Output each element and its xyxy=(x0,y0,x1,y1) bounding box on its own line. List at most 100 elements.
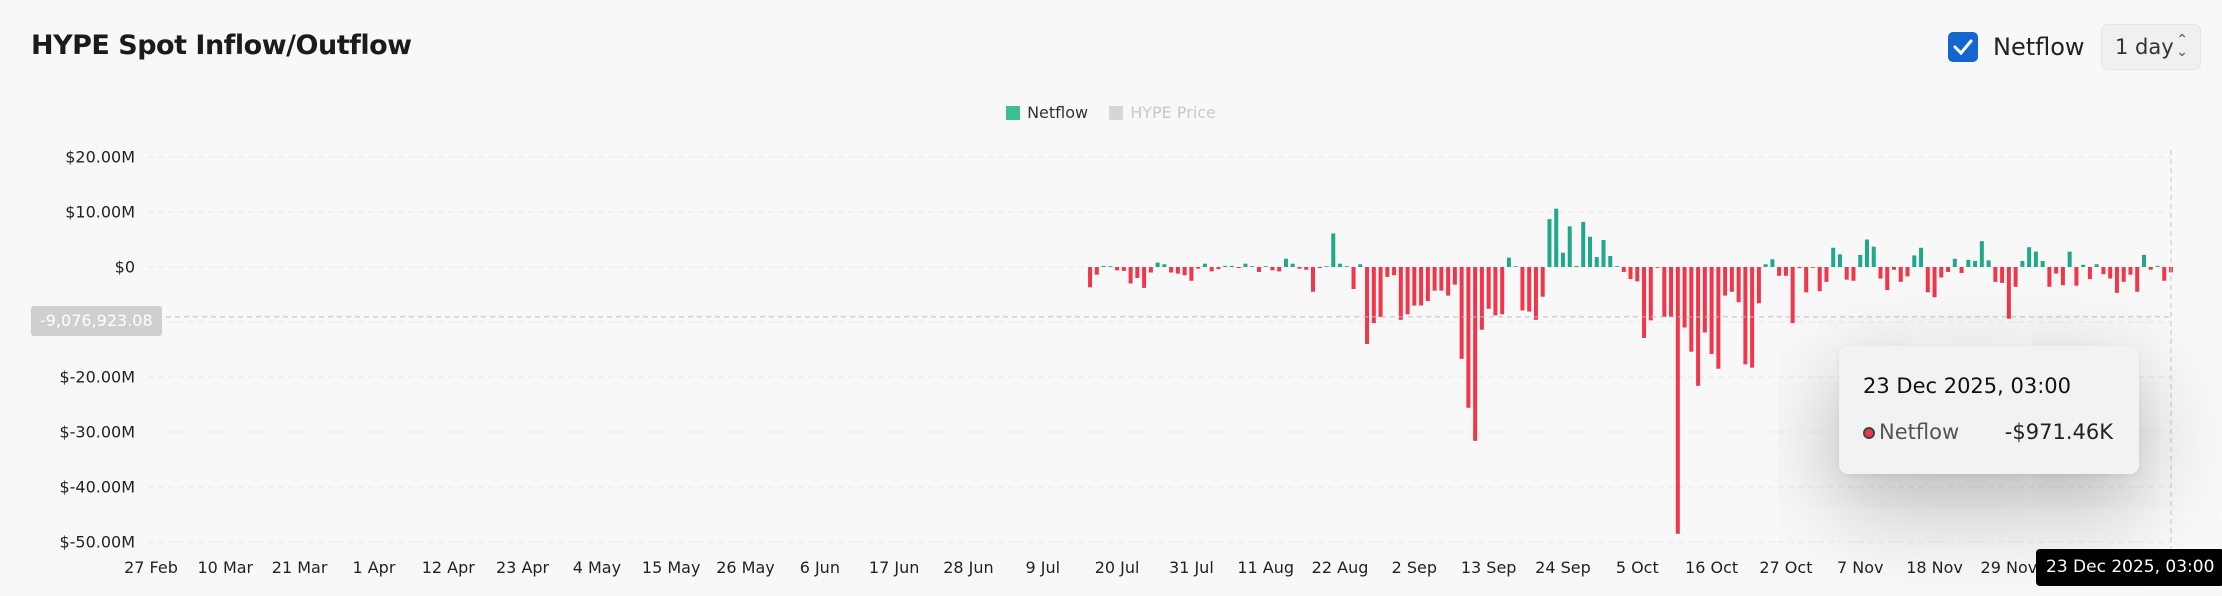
netflow-bar xyxy=(1527,267,1532,312)
legend-netflow[interactable]: Netflow xyxy=(1006,103,1088,122)
x-tick-label: 7 Nov xyxy=(1836,558,1884,577)
netflow-bar xyxy=(1256,267,1261,272)
netflow-bar xyxy=(1148,267,1153,273)
netflow-bar xyxy=(1128,267,1133,284)
page-title: HYPE Spot Inflow/Outflow xyxy=(31,30,412,61)
x-tick-label: 27 Oct xyxy=(1759,558,1813,577)
netflow-bar xyxy=(1540,267,1545,297)
netflow-bar xyxy=(2141,254,2146,267)
netflow-bar xyxy=(1979,241,1984,267)
netflow-bar xyxy=(1959,267,1964,274)
netflow-bar xyxy=(2128,267,2133,275)
netflow-bar xyxy=(1837,254,1842,267)
netflow-bar xyxy=(1371,267,1376,324)
netflow-bar xyxy=(1966,259,1971,267)
netflow-bar xyxy=(1554,208,1559,267)
netflow-bar xyxy=(1344,266,1349,267)
y-tick-label: $10.00M xyxy=(65,202,135,222)
netflow-bar xyxy=(2054,267,2059,274)
netflow-bar xyxy=(1804,267,1809,293)
x-tick-label: 11 Aug xyxy=(1237,558,1295,577)
netflow-bar xyxy=(1770,259,1775,267)
netflow-bar xyxy=(1236,267,1241,269)
netflow-bar xyxy=(1824,267,1829,282)
x-tick-label: 12 Apr xyxy=(421,558,475,577)
netflow-bar xyxy=(1696,267,1701,386)
tooltip-row-netflow: Netflow -$971.46K xyxy=(1863,420,2139,446)
netflow-bar xyxy=(1108,266,1113,267)
netflow-bar xyxy=(1439,267,1444,291)
x-tick-label: 15 May xyxy=(641,558,701,577)
netflow-bar xyxy=(2101,267,2106,275)
netflow-bar xyxy=(1229,265,1234,267)
netflow-bar xyxy=(1142,267,1147,288)
x-tick-label: 23 Apr xyxy=(496,558,550,577)
netflow-bar xyxy=(1324,266,1329,267)
netflow-bar xyxy=(1952,258,1957,267)
netflow-bar xyxy=(1500,267,1505,315)
netflow-bar xyxy=(2114,267,2119,293)
netflow-bar xyxy=(1777,267,1782,276)
interval-select-value: 1 day xyxy=(2115,35,2174,59)
netflow-bar xyxy=(1290,263,1295,267)
y-tick-label: $-30.00M xyxy=(59,422,135,442)
interval-select[interactable]: 1 day ⌃ ⌄ xyxy=(2101,24,2201,70)
legend-hype-price-label: HYPE Price xyxy=(1130,103,1216,122)
netflow-bar xyxy=(1338,263,1343,267)
netflow-bar xyxy=(1864,239,1869,267)
legend-hype-price[interactable]: HYPE Price xyxy=(1109,103,1216,122)
netflow-bar xyxy=(2087,267,2092,280)
legend-hype-price-swatch xyxy=(1109,105,1124,120)
checkmark-icon xyxy=(1953,39,1973,56)
netflow-bar xyxy=(1817,267,1822,292)
netflow-bar xyxy=(1885,267,1890,291)
netflow-bar xyxy=(1871,246,1876,267)
netflow-bar xyxy=(1513,266,1518,267)
netflow-bar xyxy=(1412,267,1417,306)
netflow-bar xyxy=(1115,267,1120,271)
y-tick-label: $20.00M xyxy=(65,147,135,167)
netflow-bar xyxy=(1392,267,1397,276)
netflow-bar xyxy=(2081,264,2086,267)
x-tick-label: 4 May xyxy=(572,558,622,577)
netflow-bar xyxy=(1736,267,1741,303)
netflow-bar xyxy=(1790,267,1795,324)
netflow-bar xyxy=(2074,267,2079,286)
netflow-bar xyxy=(1202,263,1207,267)
netflow-bar xyxy=(1581,221,1586,267)
chevron-up-down-icon: ⌃ ⌄ xyxy=(2176,32,2188,60)
netflow-checkbox[interactable] xyxy=(1948,32,1978,62)
netflow-checkbox-label[interactable]: Netflow xyxy=(1993,33,2085,61)
netflow-bar xyxy=(1459,267,1464,359)
netflow-bar xyxy=(2094,264,2099,267)
netflow-bar xyxy=(1797,267,1802,269)
crosshair-x-label: 23 Dec 2025, 03:00 xyxy=(2036,549,2222,586)
netflow-bar xyxy=(1810,267,1815,268)
netflow-bar xyxy=(1223,265,1228,267)
tooltip-value: -$971.46K xyxy=(2004,420,2113,444)
x-tick-label: 21 Mar xyxy=(271,558,328,577)
netflow-bar xyxy=(2067,251,2072,267)
netflow-bar xyxy=(1892,267,1897,270)
netflow-bar xyxy=(1473,267,1478,441)
netflow-bar xyxy=(1932,267,1937,298)
netflow-bar xyxy=(1946,267,1951,272)
netflow-bar xyxy=(1365,267,1370,344)
netflow-bar xyxy=(1250,266,1255,267)
netflow-bar xyxy=(1243,263,1248,267)
netflow-bar xyxy=(1858,254,1863,267)
netflow-bar xyxy=(1601,240,1606,267)
netflow-bar xyxy=(1689,267,1694,352)
netflow-bar xyxy=(1878,267,1883,279)
series-dot-icon xyxy=(1863,427,1875,439)
netflow-bar xyxy=(1621,267,1626,272)
netflow-bar xyxy=(1297,267,1302,269)
tooltip-date: 23 Dec 2025, 03:00 xyxy=(1863,374,2072,398)
netflow-bar xyxy=(1351,267,1356,289)
netflow-bar xyxy=(1851,267,1856,281)
x-tick-label: 18 Nov xyxy=(1906,558,1963,577)
x-tick-label: 27 Feb xyxy=(124,558,178,577)
netflow-bar xyxy=(1547,219,1552,267)
netflow-bar xyxy=(1331,233,1336,267)
